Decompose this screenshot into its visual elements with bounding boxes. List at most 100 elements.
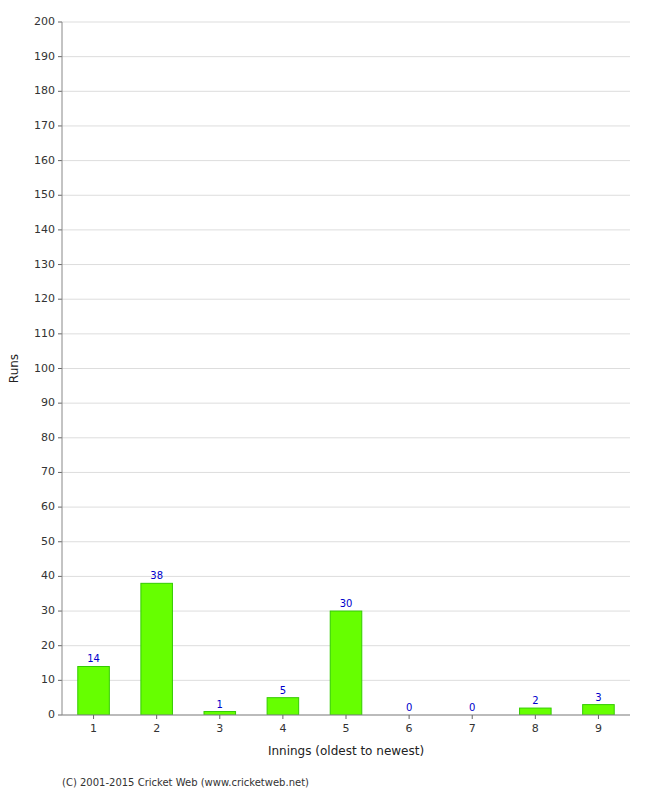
y-axis-title: Runs: [7, 354, 21, 383]
data-labels: 14 38 1 5 30 0 0 2 3: [87, 570, 601, 713]
x-tick: [472, 715, 473, 719]
grid-line: [62, 299, 630, 300]
grid-line: [62, 472, 630, 473]
data-label: 30: [340, 598, 353, 609]
data-label: 14: [87, 653, 100, 664]
x-tick: [346, 715, 347, 719]
bar: [583, 705, 615, 715]
y-tick: [58, 715, 62, 716]
x-tick-label: 6: [406, 722, 413, 735]
grid-line: [62, 576, 630, 577]
y-tick: [58, 645, 62, 646]
y-tick: [58, 160, 62, 161]
bar: [204, 712, 236, 715]
grid-line: [62, 403, 630, 404]
y-tick-label: 30: [41, 604, 55, 617]
y-tick-label: 140: [34, 223, 55, 236]
x-tick-label: 1: [90, 722, 97, 735]
bar: [330, 611, 362, 715]
y-tick-label: 110: [34, 327, 55, 340]
grid-line: [62, 229, 630, 230]
data-label: 1: [217, 699, 223, 710]
chart-svg: 0102030405060708090100110120130140150160…: [0, 0, 650, 800]
x-tick: [219, 715, 220, 719]
grid-line: [62, 56, 630, 57]
y-tick: [58, 368, 62, 369]
x-tick: [93, 715, 94, 719]
x-axis: 1 2 3 4 5 6 7 8 9: [62, 715, 630, 735]
y-tick: [58, 541, 62, 542]
x-tick-label: 4: [279, 722, 286, 735]
y-tick-label: 180: [34, 84, 55, 97]
data-label: 2: [532, 695, 538, 706]
x-tick: [156, 715, 157, 719]
y-tick: [58, 472, 62, 473]
y-tick: [58, 437, 62, 438]
y-tick: [58, 299, 62, 300]
grid-line: [62, 541, 630, 542]
y-axis-line: [62, 22, 63, 715]
y-tick: [58, 403, 62, 404]
y-tick-label: 10: [41, 673, 55, 686]
bar: [78, 666, 110, 715]
x-tick-label: 5: [343, 722, 350, 735]
y-tick-label: 90: [41, 396, 55, 409]
y-tick: [58, 680, 62, 681]
x-tick: [598, 715, 599, 719]
data-label: 5: [280, 685, 286, 696]
y-tick: [58, 229, 62, 230]
y-tick: [58, 576, 62, 577]
x-tick-label: 2: [153, 722, 160, 735]
y-tick-label: 20: [41, 639, 55, 652]
x-tick-label: 3: [216, 722, 223, 735]
data-label: 38: [150, 570, 163, 581]
y-tick-label: 80: [41, 431, 55, 444]
grid-line: [62, 507, 630, 508]
y-tick: [58, 611, 62, 612]
y-tick: [58, 195, 62, 196]
grid-line: [62, 437, 630, 438]
bar: [141, 583, 173, 715]
grid-line: [62, 195, 630, 196]
grid: [62, 22, 630, 715]
y-tick: [58, 22, 62, 23]
y-tick: [58, 507, 62, 508]
data-label: 3: [595, 692, 601, 703]
y-tick-label: 70: [41, 465, 55, 478]
grid-line: [62, 264, 630, 265]
y-tick: [58, 56, 62, 57]
chart-container: 0102030405060708090100110120130140150160…: [0, 0, 650, 800]
x-axis-title: Innings (oldest to newest): [268, 744, 424, 758]
grid-line: [62, 125, 630, 126]
y-tick-label: 160: [34, 154, 55, 167]
bar: [267, 698, 299, 715]
y-tick-label: 50: [41, 535, 55, 548]
y-tick-label: 60: [41, 500, 55, 513]
x-tick: [535, 715, 536, 719]
x-tick-label: 9: [595, 722, 602, 735]
y-tick-label: 170: [34, 119, 55, 132]
data-label: 0: [406, 702, 412, 713]
y-tick: [58, 91, 62, 92]
y-tick-label: 100: [34, 362, 55, 375]
y-axis: 0102030405060708090100110120130140150160…: [34, 15, 62, 721]
x-tick-label: 7: [469, 722, 476, 735]
y-tick-label: 190: [34, 50, 55, 63]
grid-line: [62, 91, 630, 92]
data-label: 0: [469, 702, 475, 713]
y-tick: [58, 264, 62, 265]
grid-line: [62, 333, 630, 334]
footer: (C) 2001-2015 Cricket Web (www.cricketwe…: [62, 777, 309, 788]
y-tick-label: 130: [34, 258, 55, 271]
grid-line: [62, 22, 630, 23]
x-tick: [409, 715, 410, 719]
y-tick-label: 40: [41, 569, 55, 582]
bar: [520, 708, 552, 715]
page: {"chart_data": {"type": "bar", "xlabel":…: [0, 0, 650, 800]
y-tick-label: 0: [48, 708, 55, 721]
x-tick-label: 8: [532, 722, 539, 735]
y-tick-label: 150: [34, 188, 55, 201]
grid-line: [62, 160, 630, 161]
y-tick-label: 200: [34, 15, 55, 28]
bars: [78, 583, 614, 715]
